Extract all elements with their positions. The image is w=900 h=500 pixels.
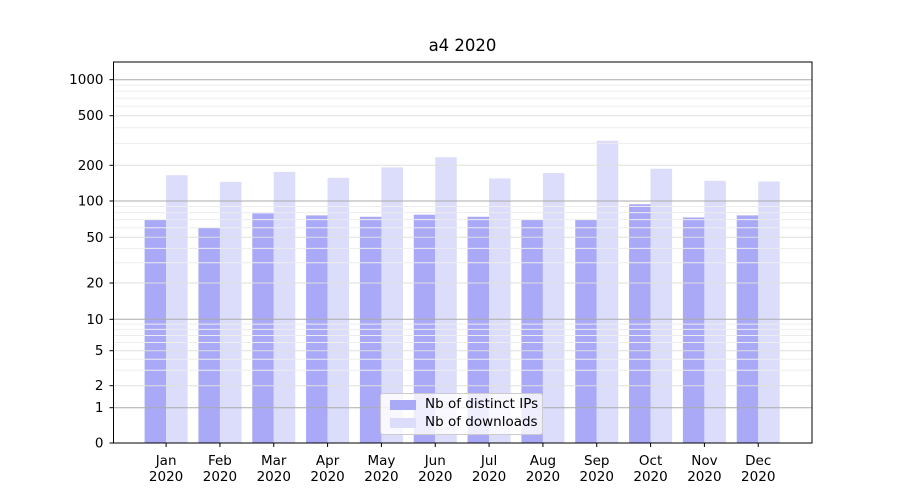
legend-label-distinct-ips: Nb of distinct IPs <box>425 396 539 413</box>
plot-frame <box>113 61 813 444</box>
bar-downloads-feb <box>219 181 242 443</box>
bar-distinct-ips-nov <box>682 217 705 443</box>
bar-downloads-apr <box>327 177 350 443</box>
legend: Nb of distinct IPs Nb of downloads <box>380 393 543 435</box>
x-tick-label-dec: Dec 2020 <box>741 453 775 485</box>
y-tick-label-0: 0 <box>95 436 104 452</box>
x-tick-label-oct: Oct 2020 <box>633 453 667 485</box>
bar-distinct-ips-mar <box>252 213 274 443</box>
y-tick-label-10: 10 <box>86 312 103 328</box>
legend-swatch-distinct-ips <box>390 400 416 410</box>
legend-label-downloads: Nb of downloads <box>425 414 538 431</box>
legend-swatch-downloads <box>390 418 416 428</box>
bar-downloads-jan <box>166 175 188 444</box>
y-tick-label-2: 2 <box>95 378 104 394</box>
bar-downloads-oct <box>650 168 673 443</box>
x-tick-label-jan: Jan 2020 <box>149 453 183 485</box>
y-tick-label-5: 5 <box>95 343 104 359</box>
bar-downloads-jun <box>435 157 457 443</box>
bar-distinct-ips-aug <box>521 219 543 443</box>
bar-distinct-ips-jan <box>144 219 167 443</box>
bar-downloads-nov <box>704 180 726 444</box>
bar-distinct-ips-sep <box>575 219 597 443</box>
bar-downloads-aug <box>542 173 565 444</box>
x-tick-label-jun: Jun 2020 <box>418 453 452 485</box>
x-tick-label-mar: Mar 2020 <box>257 453 291 485</box>
y-tick-label-50: 50 <box>86 230 103 246</box>
legend-item-distinct-ips: Nb of distinct IPs <box>390 398 542 413</box>
x-tick-label-jul: Jul 2020 <box>472 453 506 485</box>
bar-downloads-jul <box>489 178 511 443</box>
x-tick-label-may: May 2020 <box>364 453 398 485</box>
x-tick-label-sep: Sep 2020 <box>580 453 614 485</box>
y-tick-label-1: 1 <box>95 400 104 416</box>
bar-downloads-mar <box>273 171 296 443</box>
x-tick-label-aug: Aug 2020 <box>526 453 560 485</box>
bar-downloads-sep <box>596 140 619 443</box>
y-tick-label-200: 200 <box>78 158 104 174</box>
y-tick-label-20: 20 <box>86 276 103 292</box>
chart-title: a4 2020 <box>428 36 497 55</box>
y-tick-label-100: 100 <box>78 194 104 210</box>
x-tick-label-apr: Apr 2020 <box>310 453 344 485</box>
bar-downloads-dec <box>758 181 780 444</box>
y-tick-label-500: 500 <box>78 108 104 124</box>
x-tick-label-feb: Feb 2020 <box>203 453 237 485</box>
bar-downloads-may <box>381 167 403 443</box>
y-tick-label-1000: 1000 <box>69 72 103 88</box>
legend-item-downloads: Nb of downloads <box>390 416 542 431</box>
x-tick-label-nov: Nov 2020 <box>687 453 721 485</box>
